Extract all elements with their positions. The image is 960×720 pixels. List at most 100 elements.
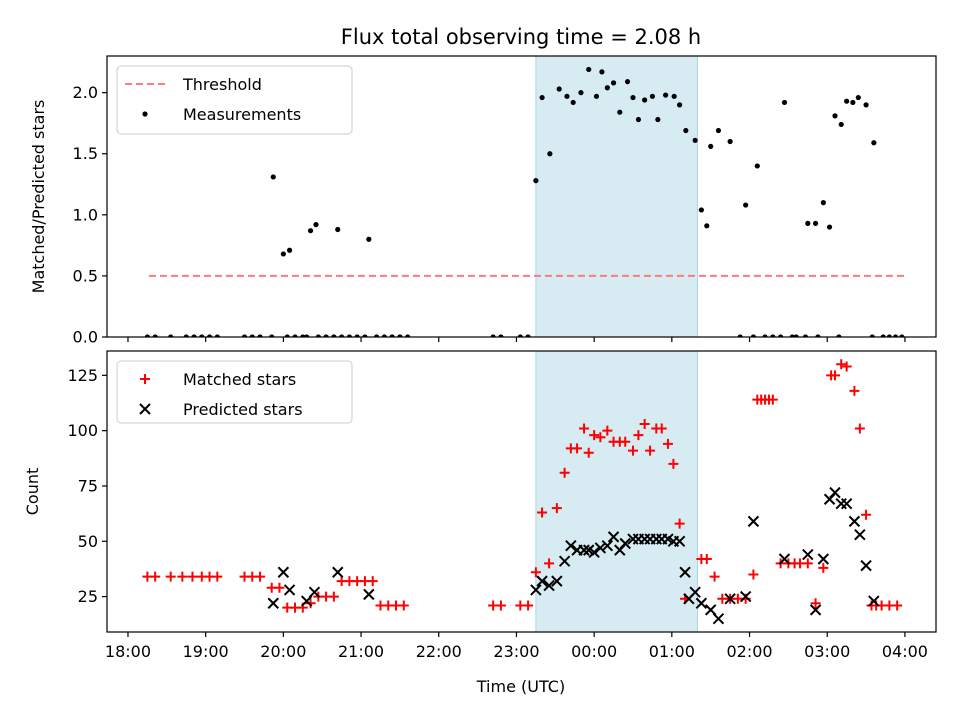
measurement-point (844, 98, 850, 104)
x-tick-label: 02:00 (726, 642, 772, 661)
y-axis-label: Count (23, 468, 42, 516)
matched-star-marker (645, 445, 656, 456)
matched-star-marker (165, 571, 176, 582)
predicted-star-marker (543, 579, 555, 592)
measurement-point (781, 99, 788, 106)
legend-series-swatch (140, 374, 150, 384)
measurement-point (880, 334, 886, 337)
measurement-point (743, 202, 749, 208)
y-tick-label: 1.0 (73, 205, 98, 224)
predicted-star-marker (363, 588, 375, 601)
measurement-point (789, 334, 795, 337)
predicted-star-marker (332, 566, 344, 578)
y-tick-label: 100 (67, 421, 98, 440)
predicted-star-marker (848, 515, 861, 528)
measurement-point (168, 334, 174, 337)
measurement-point (624, 79, 631, 85)
predicted-star-marker (551, 575, 563, 587)
measurement-point (586, 66, 592, 73)
measurement-point (750, 334, 757, 337)
legend-label: Threshold (182, 75, 262, 94)
predicted-star-marker (868, 595, 880, 607)
measurement-point (490, 334, 496, 337)
predicted-star-marker (689, 586, 701, 598)
predicted-star-marker (283, 584, 296, 596)
measurement-point (838, 121, 844, 128)
measurement-point (346, 334, 353, 337)
matched-star-marker (572, 443, 583, 454)
measurement-point (525, 334, 531, 337)
measurement-point (533, 178, 539, 184)
measurement-point (850, 99, 856, 106)
measurement-point (704, 223, 710, 229)
matched-star-marker (627, 445, 638, 456)
legend-box (116, 65, 353, 135)
measurement-point (610, 80, 617, 86)
matched-star-marker (854, 423, 865, 434)
measurement-point (517, 334, 523, 337)
measurement-point (869, 334, 875, 337)
x-tick-label: 18:00 (105, 642, 151, 661)
matched-star-marker (589, 430, 600, 441)
matched-star-marker (709, 571, 720, 582)
axes-frame (106, 55, 937, 338)
matched-star-marker (849, 385, 860, 396)
measurement-point (313, 222, 319, 228)
y-axis-label: Matched/Predicted stars (29, 100, 48, 294)
predicted-star-marker (747, 515, 760, 528)
predicted-star-marker (619, 537, 631, 550)
measurement-point (802, 334, 809, 337)
legend: Threshold Measurements (116, 65, 353, 135)
measurement-point (871, 140, 877, 146)
measurement-point (315, 334, 321, 337)
legend-label: Predicted stars (183, 400, 303, 419)
measurement-point (677, 102, 683, 108)
measurement-point (899, 334, 905, 337)
measurement-point (805, 220, 811, 226)
x-tick-label: 20:00 (260, 642, 306, 661)
y-tick-label: 50 (78, 532, 98, 551)
predicted-star-marker (308, 586, 321, 598)
measurement-point (630, 94, 636, 101)
matched-star-marker (668, 458, 679, 469)
measurement-point (354, 334, 360, 337)
measurement-point (498, 334, 504, 337)
axes-frame (106, 350, 937, 633)
legend-series-swatch (139, 403, 151, 415)
y-tick-label: 1.5 (73, 144, 98, 163)
matched-star-marker (639, 419, 650, 430)
x-tick-label: 00:00 (571, 642, 617, 661)
x-tick-label: 23:00 (493, 642, 539, 661)
measurement-point (815, 334, 821, 337)
matched-star-marker (818, 562, 829, 573)
matched-star-marker (802, 558, 813, 569)
measurement-point (570, 99, 576, 106)
observing-window-band (535, 55, 698, 338)
measurement-point (683, 127, 689, 134)
x-tick-label: 04:00 (882, 642, 928, 661)
measurement-point (649, 93, 656, 99)
measurement-point (144, 334, 151, 337)
predicted-star-marker (679, 566, 691, 578)
panel-count: 18:00 19:00 20:00 21:00 22:00 23:00 00:00 01:00… (23, 350, 937, 661)
measurement-point (241, 334, 248, 337)
y-tick-label: 125 (67, 366, 98, 385)
measurement-point (257, 334, 263, 337)
measurement-point (832, 113, 838, 119)
measurement-point (300, 334, 306, 337)
predicted-star-marker (840, 497, 853, 510)
matched-star-marker (748, 569, 759, 580)
x-tick-label: 22:00 (416, 642, 462, 661)
matched-star-marker (367, 576, 378, 587)
measurement-point (635, 116, 642, 123)
matched-star-marker (274, 582, 285, 593)
measurement-point (405, 334, 411, 337)
measurement-point (206, 334, 213, 337)
measurement-point (397, 334, 403, 337)
predicted-star-marker (601, 540, 614, 552)
chart-title: Flux total observing time = 2.08 h (341, 25, 701, 49)
matched-star-marker (810, 598, 821, 609)
measurement-point (152, 334, 158, 337)
measurement-point (249, 334, 255, 337)
predicted-star-marker (724, 593, 736, 605)
